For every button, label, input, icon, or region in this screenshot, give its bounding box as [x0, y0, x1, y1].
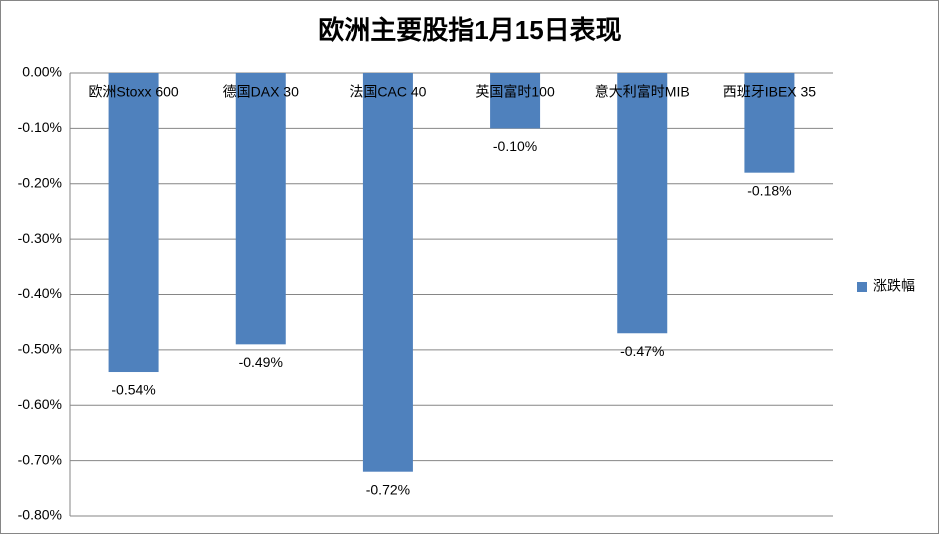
y-tick-label: 0.00%	[22, 64, 62, 80]
x-tick-label: 欧洲Stoxx 600	[88, 84, 178, 100]
y-tick-label: -0.40%	[18, 285, 62, 301]
bar	[362, 73, 413, 472]
bar	[617, 73, 668, 334]
y-tick-label: -0.30%	[18, 230, 62, 246]
bar	[235, 73, 286, 345]
y-tick-label: -0.50%	[18, 341, 62, 357]
bar	[490, 73, 541, 129]
x-tick-label: 德国DAX 30	[223, 84, 299, 100]
data-label: -0.54%	[111, 382, 155, 398]
data-label: -0.18%	[747, 182, 791, 198]
x-tick-label: 意大利富时MIB	[595, 84, 690, 100]
x-tick-label: 英国富时100	[475, 84, 555, 100]
x-tick-label: 西班牙IBEX 35	[723, 84, 817, 100]
bar	[108, 73, 159, 373]
legend-label: 涨跌幅	[873, 278, 915, 294]
bar	[744, 73, 795, 173]
y-tick-label: -0.80%	[18, 507, 62, 523]
data-label: -0.49%	[239, 354, 283, 370]
data-label: -0.72%	[366, 481, 410, 497]
y-tick-label: -0.60%	[18, 396, 62, 412]
chart-title: 欧洲主要股指1月15日表现	[318, 15, 621, 45]
x-tick-label: 法国CAC 40	[349, 84, 426, 100]
data-label: -0.47%	[620, 343, 664, 359]
data-label: -0.10%	[493, 138, 537, 154]
y-tick-label: -0.20%	[18, 174, 62, 190]
legend-swatch	[857, 282, 867, 292]
y-tick-label: -0.70%	[18, 451, 62, 467]
y-tick-label: -0.10%	[18, 119, 62, 135]
